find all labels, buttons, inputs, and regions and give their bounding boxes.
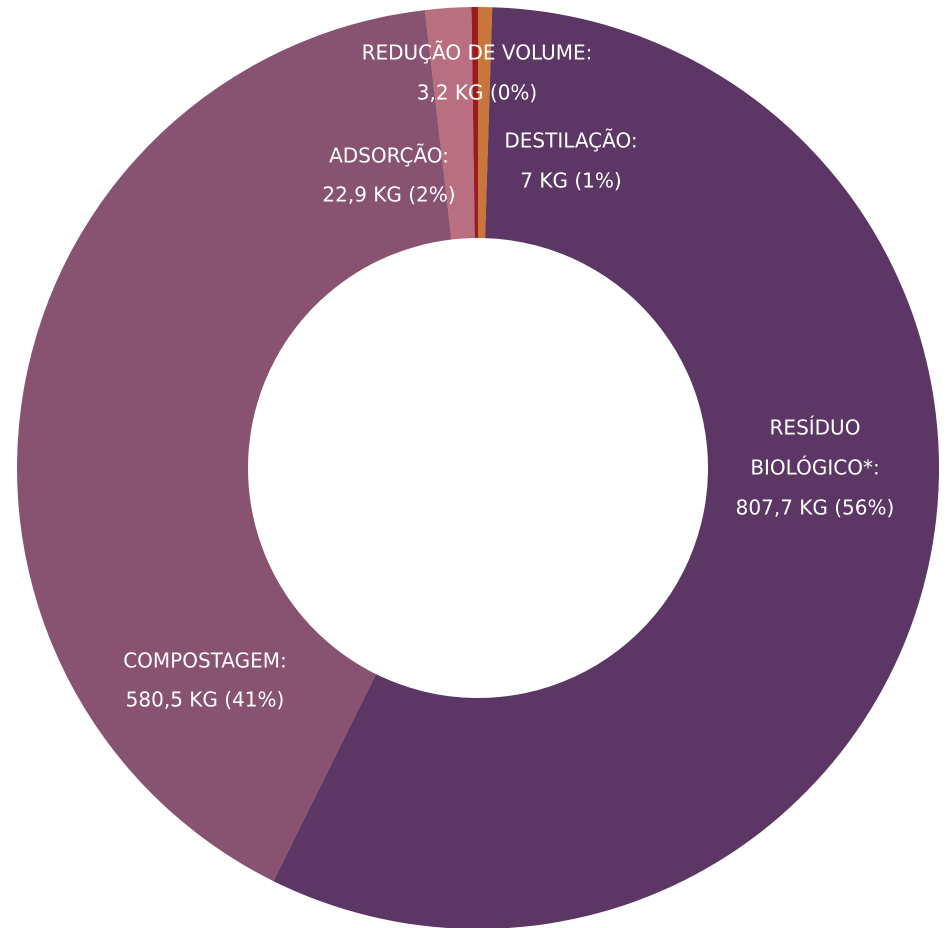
label-residuo-biologico-line2: BIOLÓGICO*: — [750, 456, 879, 480]
slice-labels: DESTILAÇÃO: 7 KG (1%) RESÍDUO BIOLÓGICO*… — [123, 41, 894, 712]
label-compostagem-category: COMPOSTAGEM: — [123, 649, 287, 673]
label-compostagem-value: 580,5 KG (41%) — [126, 688, 285, 712]
label-residuo-biologico-line1: RESÍDUO — [770, 416, 861, 440]
slice-destilacao — [478, 7, 493, 239]
slice-residuo-biologico — [273, 7, 939, 928]
label-adsorcao-value: 22,9 KG (2%) — [322, 183, 455, 207]
slice-reducao-de-volume — [471, 7, 478, 239]
label-destilacao-category: DESTILAÇÃO: — [504, 129, 637, 153]
label-residuo-biologico-value: 807,7 KG (56%) — [736, 496, 895, 520]
donut-slices — [16, 7, 939, 928]
slice-adsorcao — [424, 7, 475, 240]
label-reducao-volume-value: 3,2 KG (0%) — [417, 81, 537, 105]
label-adsorcao-category: ADSORÇÃO: — [329, 144, 449, 168]
label-reducao-volume-category: REDUÇÃO DE VOLUME: — [362, 41, 593, 65]
slice-compostagem — [16, 10, 452, 882]
label-destilacao-value: 7 KG (1%) — [520, 169, 621, 193]
